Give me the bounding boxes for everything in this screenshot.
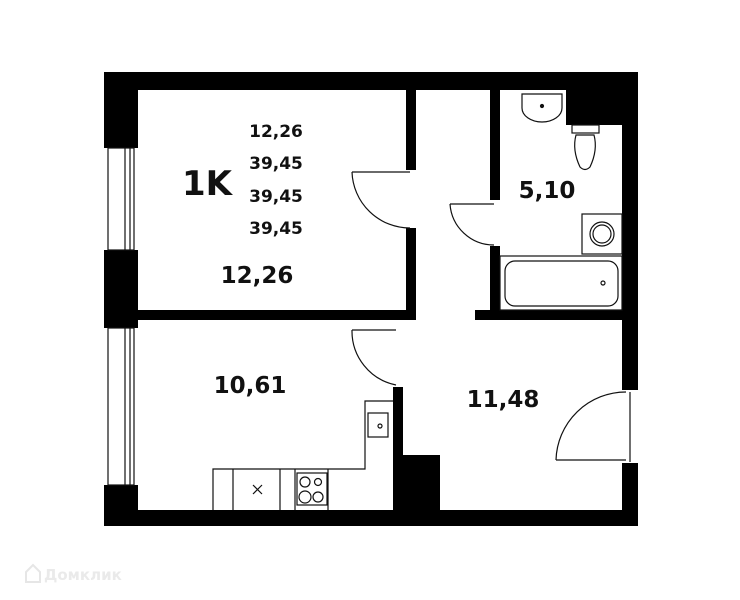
left-wall-bottom	[104, 485, 138, 526]
door-bedroom[interactable]	[351, 171, 411, 229]
bathroom-fixtures	[499, 93, 623, 311]
watermark-text: Домклик	[44, 566, 122, 584]
left-wall-top	[104, 72, 138, 148]
bottom-wall	[104, 510, 638, 526]
bathroom-wall-top	[490, 90, 500, 200]
toilet-tank-icon	[571, 124, 600, 134]
window-kitchen	[107, 327, 135, 486]
washing-machine-icon	[581, 213, 623, 255]
hallway-area: 11,48	[467, 387, 540, 413]
bedroom-area: 12,26	[221, 263, 294, 289]
area-list-item: 39,45	[249, 187, 303, 207]
kitchen-area: 10,61	[214, 373, 287, 399]
bathroom-wall-bottom	[490, 246, 500, 320]
window-bedroom	[107, 147, 135, 251]
corner-block	[403, 455, 440, 510]
dishwasher-x-icon	[252, 484, 263, 495]
kitchen-right-wall	[393, 387, 403, 510]
area-list-item: 39,45	[249, 154, 303, 174]
kitchen-counter	[212, 400, 393, 510]
top-wall	[104, 72, 638, 90]
bedroom-right-wall-bottom	[406, 228, 416, 320]
right-wall-top	[622, 72, 638, 390]
bathroom-bottom-wall	[490, 310, 638, 320]
stove-icon	[296, 472, 328, 506]
bathtub-icon	[499, 255, 623, 311]
toilet-icon	[574, 134, 596, 171]
area-list-item: 39,45	[249, 219, 303, 239]
bedroom-right-wall-top	[406, 90, 416, 170]
house-logo-icon	[25, 563, 41, 583]
hall-top-wall	[475, 310, 505, 320]
doors	[351, 171, 631, 462]
kitchen-fixtures	[212, 400, 393, 510]
bathroom-area: 5,10	[519, 178, 576, 204]
apartment-type-label: 1K	[182, 164, 234, 204]
door-entrance[interactable]	[555, 391, 627, 461]
bedroom-kitchen-wall	[104, 310, 416, 320]
door-kitchen[interactable]	[351, 329, 397, 386]
door-bathroom[interactable]	[449, 203, 495, 246]
labels: 1K 12,26 39,45 39,45 39,45 12,26 5,10 10…	[182, 122, 575, 413]
watermark: Домклик	[25, 563, 122, 584]
area-list-item: 12,26	[249, 122, 303, 142]
right-wall-bottom	[622, 463, 638, 526]
shaft-block	[566, 90, 622, 125]
kitchen-sink-icon	[367, 412, 389, 438]
windows	[107, 147, 135, 486]
walls	[104, 72, 638, 526]
sink-icon	[521, 93, 563, 123]
